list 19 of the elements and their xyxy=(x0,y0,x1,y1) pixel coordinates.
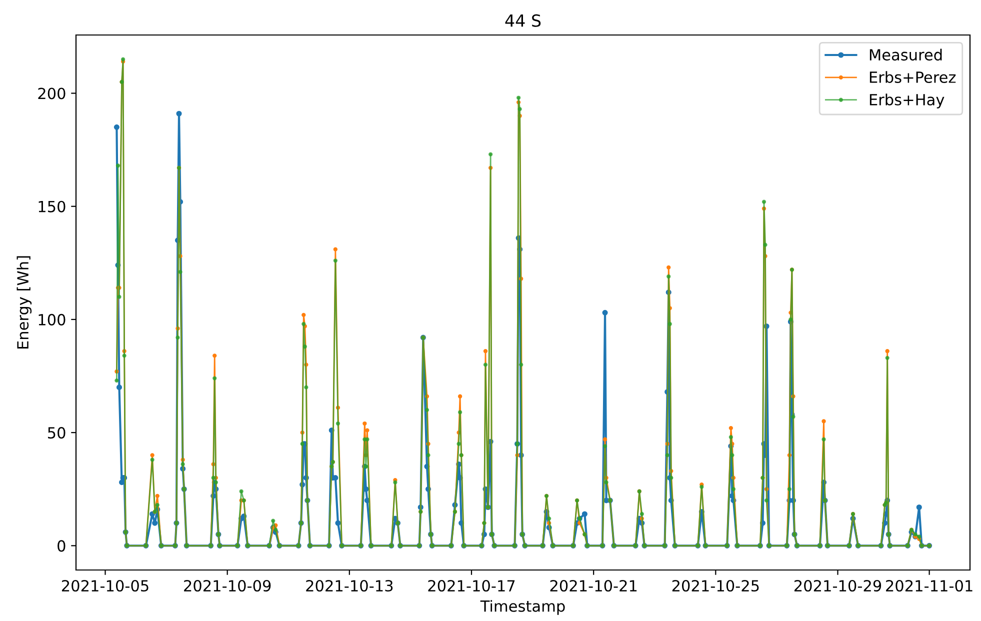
y-tick-label: 200 xyxy=(38,88,66,100)
x-tick-label: 2021-10-09 xyxy=(184,580,271,592)
x-tick-label: 2021-10-25 xyxy=(672,580,759,592)
x-tick-label: 2021-10-17 xyxy=(428,580,515,592)
y-tick-label: 100 xyxy=(38,314,66,326)
y-tick-label: 150 xyxy=(38,200,66,212)
y-tick-label: 50 xyxy=(48,427,66,439)
y-tick-label: 0 xyxy=(58,540,66,552)
x-tick-label: 2021-10-21 xyxy=(550,580,637,592)
legend-label: Erbs+Hay xyxy=(870,94,944,108)
x-tick-label: 2021-10-13 xyxy=(306,580,393,592)
legend-label: Measured xyxy=(870,48,942,61)
x-axis-title: Timestamp xyxy=(480,600,565,615)
chart-title: 44 S xyxy=(505,14,541,27)
x-tick-label: 2021-11-01 xyxy=(886,580,972,592)
x-tick-label: 2021-10-29 xyxy=(794,580,882,592)
y-axis-title: Energy [Wh] xyxy=(16,256,32,349)
x-tick-label: 2021-10-05 xyxy=(62,580,148,592)
legend-label: Erbs+Perez xyxy=(870,71,956,83)
